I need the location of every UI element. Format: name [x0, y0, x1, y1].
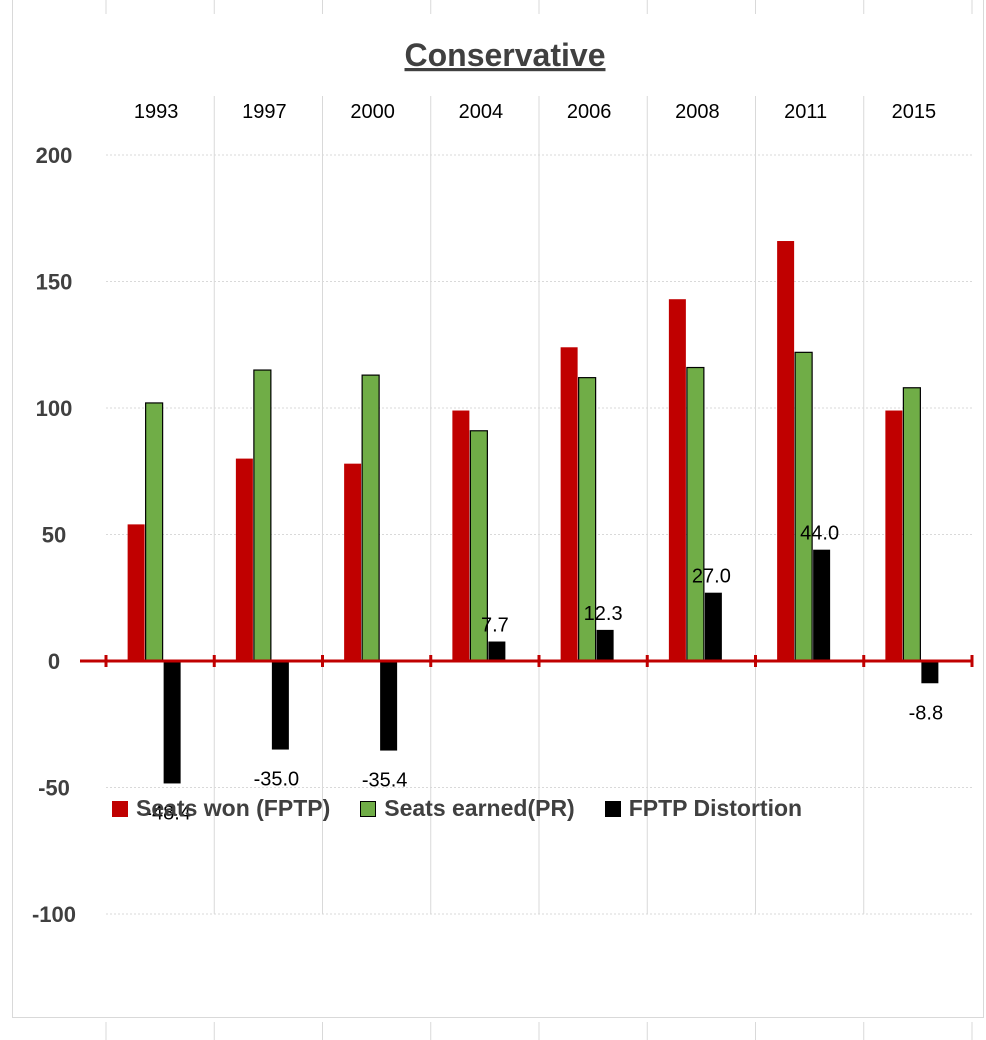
bar-fptp [560, 347, 578, 661]
bar-pr [145, 402, 164, 662]
bar-fptp [127, 524, 145, 661]
data-label: -35.0 [254, 769, 300, 791]
x-axis-zero-line [80, 655, 974, 667]
bar-distortion [596, 629, 614, 661]
bar-fptp [777, 241, 795, 661]
chart-frame [12, 0, 984, 1018]
year-label: 2000 [350, 101, 395, 123]
legend-swatch-fptp [112, 800, 128, 817]
gridlines [106, 96, 972, 915]
year-label: 2008 [675, 101, 720, 123]
bar-fptp [668, 299, 686, 661]
year-label: 2004 [459, 101, 504, 123]
bar-distortion [813, 549, 831, 661]
y-tick-label: 150 [36, 270, 73, 295]
bar-distortion [921, 661, 939, 684]
year-labels: 1993 1997 2000 2004 2006 2008 2011 2015 [134, 101, 936, 123]
y-axis-tick-labels: 200 150 100 50 0 -50 -100 [32, 143, 76, 927]
data-label: 44.0 [800, 523, 839, 545]
legend-item-pr: Seats earned(PR) [360, 795, 575, 822]
y-tick-label: 0 [48, 649, 60, 674]
legend-swatch-distortion [604, 800, 621, 817]
bar-fptp [885, 410, 903, 661]
chart-title: Conservative [405, 37, 606, 73]
legend-label-pr: Seats earned(PR) [384, 795, 575, 821]
bar-distortion [380, 661, 398, 751]
bar-fptp [344, 463, 362, 661]
data-label: 12.3 [584, 603, 623, 625]
bar-pr [902, 387, 921, 662]
data-label: -35.4 [362, 770, 408, 792]
bar-pr [361, 374, 380, 662]
year-label: 1993 [134, 101, 179, 123]
data-label: -48.4 [145, 802, 191, 824]
legend-label-distortion: FPTP Distortion [628, 795, 803, 821]
top-divider-lines [105, 0, 973, 1040]
bar-pr [253, 369, 272, 662]
data-label: -8.8 [909, 702, 943, 724]
legend-item-distortion: FPTP Distortion [604, 795, 803, 822]
legend-item-fptp: Seats won (FPTP) [112, 795, 330, 822]
bar-distortion [488, 641, 506, 661]
y-tick-label: -50 [38, 776, 70, 801]
data-labels: -48.4 -35.0 -35.4 7.7 12.3 27.0 44.0 -8.8 [145, 523, 943, 825]
y-tick-label: 200 [36, 143, 73, 168]
y-tick-label: 50 [42, 523, 66, 548]
bar-distortion [163, 661, 181, 784]
bar-fptp [235, 458, 253, 661]
legend-swatch-pr [360, 800, 377, 817]
bar-distortion [704, 592, 722, 661]
year-label: 2006 [567, 101, 612, 123]
bar-fptp [452, 410, 470, 661]
y-tick-label: 100 [36, 396, 73, 421]
year-label: 1997 [242, 101, 287, 123]
bar-pr [686, 366, 705, 662]
year-label: 2011 [784, 101, 827, 123]
data-label: 7.7 [481, 615, 509, 637]
year-label: 2015 [892, 101, 937, 123]
bar-distortion [271, 661, 289, 750]
bars [127, 241, 939, 784]
y-tick-label: -100 [32, 902, 76, 927]
data-label: 27.0 [692, 566, 731, 588]
bar-pr [794, 351, 813, 662]
legend-label-fptp: Seats won (FPTP) [136, 795, 331, 821]
legend: Seats won (FPTP) Seats earned(PR) FPTP D… [112, 795, 832, 822]
